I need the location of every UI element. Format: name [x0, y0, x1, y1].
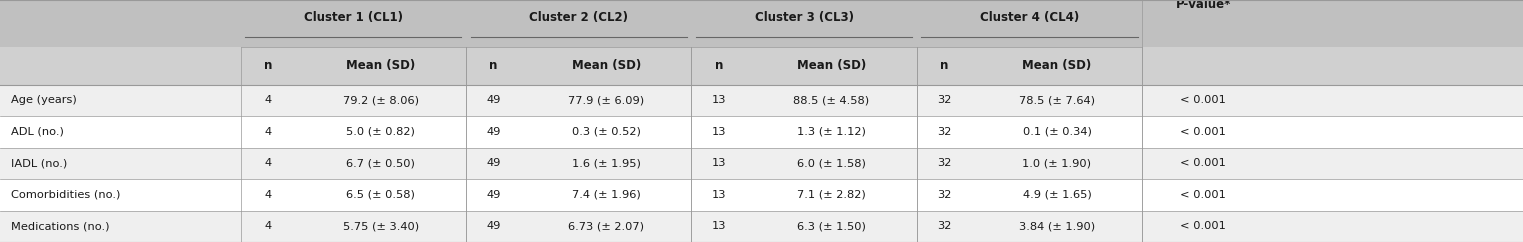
Text: 13: 13 [711, 158, 726, 168]
Text: 4: 4 [265, 190, 271, 200]
Text: n: n [489, 60, 498, 72]
Text: 32: 32 [937, 127, 952, 137]
Text: Cluster 1 (CL1): Cluster 1 (CL1) [303, 11, 404, 24]
Text: 6.0 (± 1.58): 6.0 (± 1.58) [797, 158, 867, 168]
Text: Mean (SD): Mean (SD) [1022, 60, 1092, 72]
Text: 5.0 (± 0.82): 5.0 (± 0.82) [346, 127, 416, 137]
Text: 4: 4 [265, 158, 271, 168]
Text: 0.3 (± 0.52): 0.3 (± 0.52) [571, 127, 641, 137]
Text: 0.1 (± 0.34): 0.1 (± 0.34) [1022, 127, 1092, 137]
Text: Mean (SD): Mean (SD) [571, 60, 641, 72]
Text: 49: 49 [486, 190, 501, 200]
Text: 32: 32 [937, 95, 952, 106]
Text: 13: 13 [711, 221, 726, 231]
Text: 13: 13 [711, 127, 726, 137]
Text: 1.0 (± 1.90): 1.0 (± 1.90) [1022, 158, 1092, 168]
Text: 49: 49 [486, 127, 501, 137]
Text: n: n [714, 60, 723, 72]
Text: IADL (no.): IADL (no.) [11, 158, 67, 168]
Text: 7.4 (± 1.96): 7.4 (± 1.96) [571, 190, 641, 200]
Text: < 0.001: < 0.001 [1180, 158, 1226, 168]
Text: < 0.001: < 0.001 [1180, 95, 1226, 106]
Text: 49: 49 [486, 95, 501, 106]
Bar [0, 148, 1523, 179]
Text: P-value*: P-value* [1176, 0, 1231, 11]
Text: Mean (SD): Mean (SD) [797, 60, 867, 72]
Text: 6.3 (± 1.50): 6.3 (± 1.50) [797, 221, 867, 231]
Text: Mean (SD): Mean (SD) [346, 60, 416, 72]
Text: Age (years): Age (years) [11, 95, 76, 106]
Text: n: n [940, 60, 949, 72]
Bar [0, 47, 1523, 85]
Text: Cluster 3 (CL3): Cluster 3 (CL3) [754, 11, 854, 24]
Text: 32: 32 [937, 158, 952, 168]
Text: 4: 4 [265, 221, 271, 231]
Text: 32: 32 [937, 190, 952, 200]
Text: 1.3 (± 1.12): 1.3 (± 1.12) [797, 127, 867, 137]
Text: 78.5 (± 7.64): 78.5 (± 7.64) [1019, 95, 1095, 106]
Bar [0, 85, 1523, 116]
Text: 32: 32 [937, 221, 952, 231]
Text: 4: 4 [265, 95, 271, 106]
Bar [0, 0, 1523, 47]
Text: 77.9 (± 6.09): 77.9 (± 6.09) [568, 95, 644, 106]
Text: 4.9 (± 1.65): 4.9 (± 1.65) [1022, 190, 1092, 200]
Text: Medications (no.): Medications (no.) [11, 221, 110, 231]
Text: 5.75 (± 3.40): 5.75 (± 3.40) [343, 221, 419, 231]
Text: 88.5 (± 4.58): 88.5 (± 4.58) [793, 95, 870, 106]
Text: < 0.001: < 0.001 [1180, 190, 1226, 200]
Text: ADL (no.): ADL (no.) [11, 127, 64, 137]
Text: < 0.001: < 0.001 [1180, 127, 1226, 137]
Text: 49: 49 [486, 158, 501, 168]
Text: 1.6 (± 1.95): 1.6 (± 1.95) [571, 158, 641, 168]
Text: Cluster 2 (CL2): Cluster 2 (CL2) [528, 11, 629, 24]
Text: 13: 13 [711, 190, 726, 200]
Text: 6.7 (± 0.50): 6.7 (± 0.50) [346, 158, 416, 168]
Text: 6.5 (± 0.58): 6.5 (± 0.58) [346, 190, 416, 200]
Text: Comorbidities (no.): Comorbidities (no.) [11, 190, 120, 200]
Text: 7.1 (± 2.82): 7.1 (± 2.82) [797, 190, 867, 200]
Text: 6.73 (± 2.07): 6.73 (± 2.07) [568, 221, 644, 231]
Text: 4: 4 [265, 127, 271, 137]
Bar [0, 116, 1523, 148]
Text: Cluster 4 (CL4): Cluster 4 (CL4) [979, 11, 1080, 24]
Bar [0, 179, 1523, 211]
Bar [0, 211, 1523, 242]
Text: 13: 13 [711, 95, 726, 106]
Text: 79.2 (± 8.06): 79.2 (± 8.06) [343, 95, 419, 106]
Text: 49: 49 [486, 221, 501, 231]
Text: n: n [263, 60, 273, 72]
Text: < 0.001: < 0.001 [1180, 221, 1226, 231]
Text: 3.84 (± 1.90): 3.84 (± 1.90) [1019, 221, 1095, 231]
